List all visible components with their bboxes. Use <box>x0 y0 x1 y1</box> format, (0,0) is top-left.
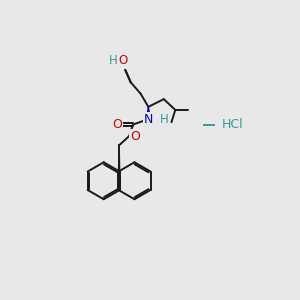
Text: H: H <box>160 113 169 126</box>
Polygon shape <box>146 107 150 119</box>
Text: O: O <box>118 54 128 67</box>
Text: O: O <box>112 118 122 131</box>
Text: N: N <box>144 113 153 126</box>
Text: H: H <box>109 54 118 67</box>
Text: O: O <box>130 130 140 142</box>
Text: HCl: HCl <box>221 118 243 131</box>
